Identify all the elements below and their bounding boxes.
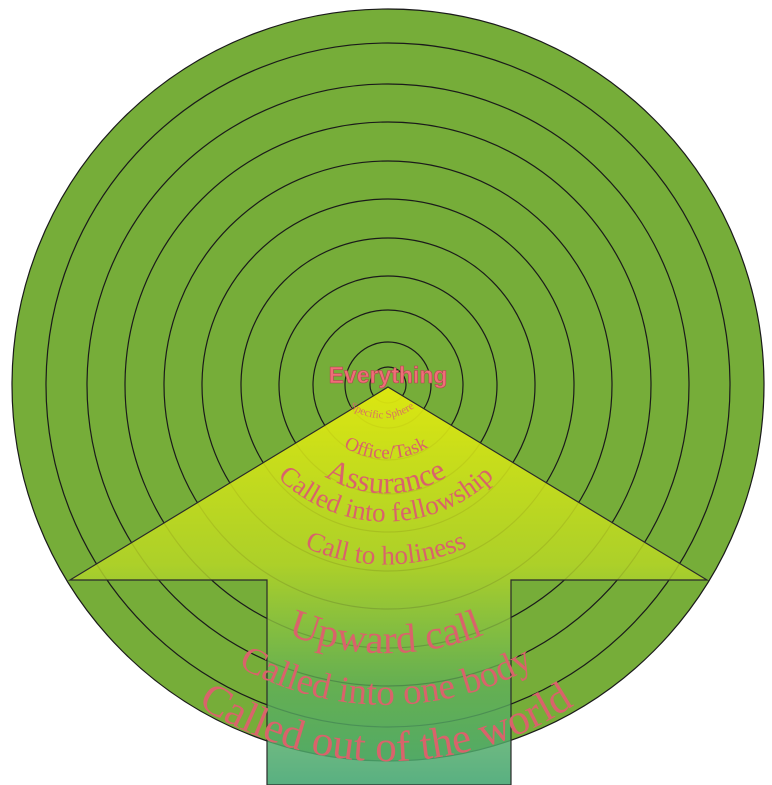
up-arrow (67, 386, 710, 785)
center-label: Everything (329, 362, 448, 388)
